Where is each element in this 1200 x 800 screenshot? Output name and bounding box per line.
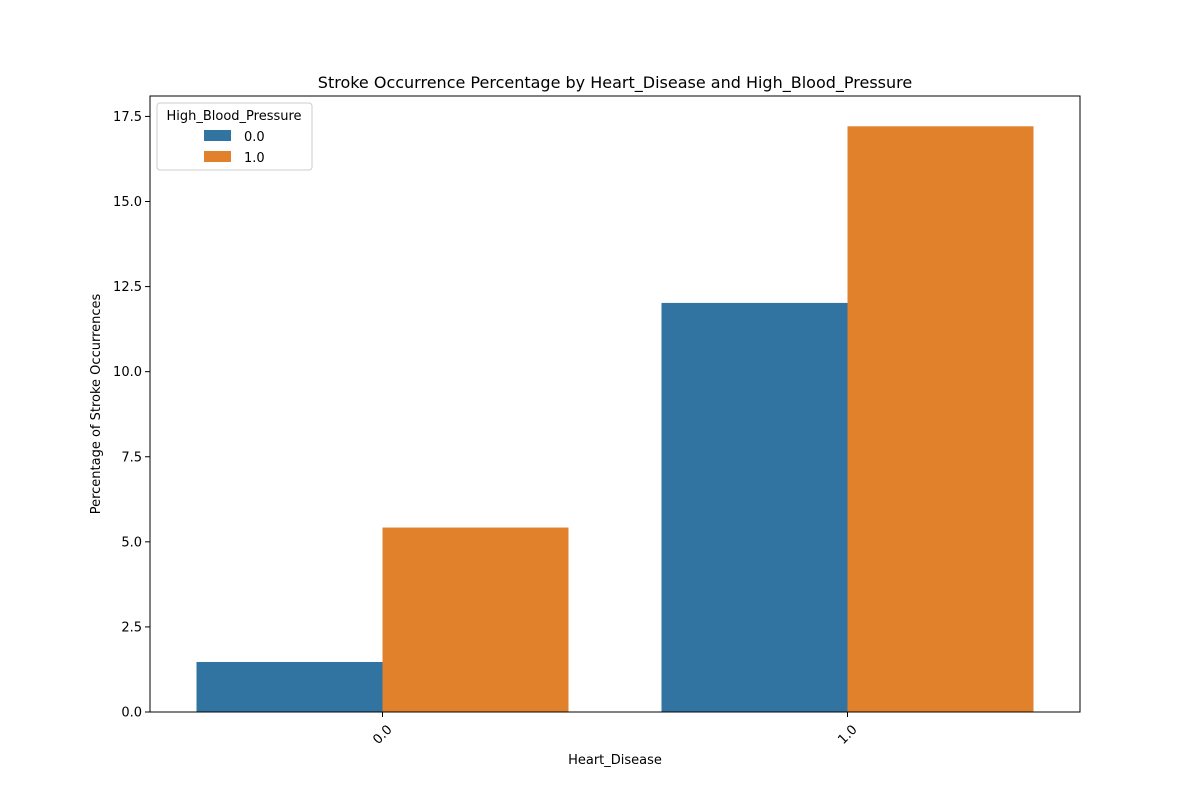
y-axis: 0.0 2.5 5.0 7.5 10.0 12.5 15.0 17.5 [113, 110, 150, 721]
legend-swatch-1 [204, 151, 231, 162]
legend-box [156, 102, 313, 171]
bar-1-0 [661, 302, 848, 712]
y-tick-label-0: 0.0 [121, 706, 142, 721]
bar-0-1 [382, 527, 569, 712]
bars-group [196, 126, 1034, 713]
x-tick-label-0: 0.0 [370, 722, 395, 747]
plot-frame [149, 95, 1081, 713]
bar-0-0 [196, 661, 383, 712]
x-axis: 0.0 1.0 [370, 712, 861, 748]
bar-1-1 [847, 126, 1034, 713]
y-tick-label-6: 15.0 [113, 195, 142, 210]
x-axis-label: Heart_Disease [568, 753, 662, 768]
chart-title: Stroke Occurrence Percentage by Heart_Di… [318, 73, 912, 93]
legend-title: High_Blood_Pressure [166, 109, 301, 124]
legend-label-1: 1.0 [244, 151, 265, 166]
y-tick-label-4: 10.0 [113, 365, 142, 380]
y-axis-label: Percentage of Stroke Occurrences [89, 293, 104, 514]
y-tick-label-5: 12.5 [113, 280, 142, 295]
legend-swatch-0 [204, 130, 231, 141]
legend-label-0: 0.0 [244, 130, 265, 145]
legend: High_Blood_Pressure 0.0 1.0 [156, 102, 313, 171]
y-tick-label-1: 2.5 [121, 620, 142, 635]
y-tick-label-2: 5.0 [121, 535, 142, 550]
x-tick-label-1: 1.0 [835, 722, 860, 747]
y-tick-label-3: 7.5 [121, 450, 142, 465]
y-tick-label-7: 17.5 [113, 110, 142, 125]
